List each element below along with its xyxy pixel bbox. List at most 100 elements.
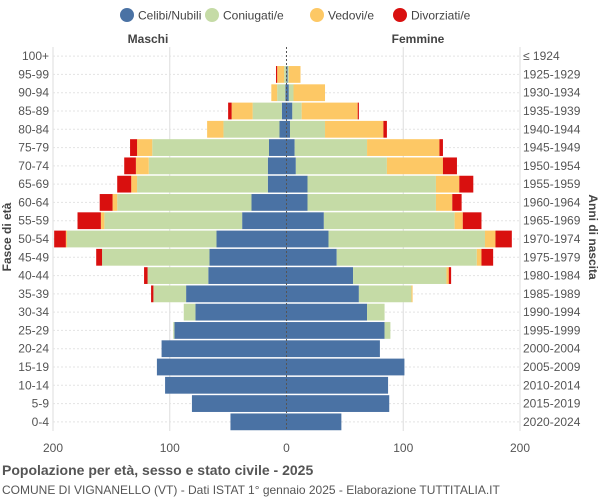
female-bar-55-59-2 [454,212,463,230]
birth-year-label-6: 1950-1954 [523,159,581,173]
female-bar-80-84-0 [286,120,291,138]
male-bar-35-39-1 [153,285,187,303]
birth-year-label-16: 2000-2004 [523,342,581,356]
female-bar-70-74-0 [286,157,296,175]
female-bar-90-94-0 [286,84,289,102]
male-bar-10-14-0 [165,376,287,394]
female-bar-90-94-1 [288,84,294,102]
female-bar-65-69-3 [459,175,474,193]
male-bar-45-49-0 [209,248,287,266]
female-bar-75-79-2 [367,139,440,156]
legend-marker-2 [310,8,324,22]
female-bar-45-49-3 [481,248,494,266]
female-bar-0-4-0 [286,413,342,431]
female-bar-50-54-1 [328,230,485,248]
age-label-17: 15-19 [18,360,49,374]
male-bar-40-44-3 [144,267,148,284]
age-label-3: 85-89 [18,104,49,118]
age-label-16: 20-24 [18,342,49,356]
birth-year-label-1: 1925-1929 [523,67,581,81]
male-bar-80-84-2 [207,120,224,138]
birth-year-label-7: 1955-1959 [523,177,581,191]
female-bar-75-79-1 [294,139,368,156]
female-bar-55-59-1 [323,212,455,230]
male-bar-45-49-1 [102,248,210,266]
female-bar-20-24-0 [286,340,380,358]
female-bar-75-79-0 [286,139,295,156]
age-label-6: 70-74 [18,159,49,173]
female-bar-95-99-1 [287,66,289,83]
legend-marker-0 [120,8,134,22]
birth-year-label-15: 1995-1999 [523,323,581,337]
age-label-7: 65-69 [18,177,49,191]
age-label-2: 90-94 [18,86,49,100]
age-label-1: 95-99 [18,67,49,81]
age-label-20: 0-4 [32,415,50,429]
birth-year-label-17: 2005-2009 [523,360,581,374]
male-bar-20-24-0 [161,340,287,358]
x-tick-label-2: 0 [283,441,290,455]
age-axis-labels: 100+ 95-99 90-94 85-89 80-84 75-79 70-74 65-69 6… [18,49,49,429]
male-bar-75-79-2 [137,139,153,156]
x-tick-label-3: 100 [393,441,413,455]
legend-label-0: Celibi/Nubili [138,9,201,23]
male-bar-55-59-1 [104,212,243,230]
birth-year-label-9: 1965-1969 [523,214,581,228]
female-bar-35-39-2 [411,285,413,303]
male-bar-75-79-0 [268,139,287,156]
female-bar-30-34-1 [367,303,385,321]
female-bar-95-99-2 [288,66,301,83]
female-bar-95-99-0 [286,66,288,83]
male-bar-80-84-1 [223,120,280,138]
female-bar-50-54-3 [495,230,512,248]
female-bar-70-74-3 [442,157,457,175]
male-bar-85-89-3 [228,102,232,120]
x-tick-label-4: 200 [510,441,530,455]
birth-year-label-0: ≤ 1924 [523,49,560,63]
male-bar-40-44-0 [208,267,287,284]
female-bar-55-59-0 [286,212,324,230]
female-bar-60-64-3 [452,194,462,211]
age-label-0: 100+ [22,49,49,63]
age-label-9: 55-59 [18,214,49,228]
females-label: Femmine [392,32,445,46]
female-bar-40-44-3 [448,267,452,284]
male-bar-75-79-3 [130,139,138,156]
legend-label-1: Coniugati/e [223,9,284,23]
female-bar-10-14-0 [286,376,389,394]
female-bar-90-94-2 [293,84,326,102]
age-label-13: 35-39 [18,287,49,301]
birth-year-label-19: 2015-2019 [523,397,581,411]
female-bar-50-54-2 [484,230,496,248]
birth-year-label-8: 1960-1964 [523,195,581,209]
birth-year-label-14: 1990-1994 [523,305,581,319]
age-label-19: 5-9 [32,397,50,411]
bars [54,66,512,431]
birth-year-label-3: 1935-1939 [523,104,581,118]
female-bar-70-74-1 [295,157,387,175]
female-bar-45-49-0 [286,248,337,266]
birth-year-label-12: 1980-1984 [523,269,581,283]
female-bar-15-19-0 [286,358,405,376]
birth-year-label-5: 1945-1949 [523,141,581,155]
birth-year-label-4: 1940-1944 [523,122,581,136]
male-bar-95-99-3 [275,66,278,83]
male-bar-95-99-1 [284,66,287,83]
male-bar-80-84-0 [279,120,287,138]
female-bar-85-89-0 [286,102,293,120]
legend-marker-3 [393,8,407,22]
female-bar-60-64-2 [435,194,453,211]
x-axis-ticks: 200 100 0 100 200 [43,441,530,455]
male-bar-85-89-2 [231,102,253,120]
female-bar-80-84-3 [383,120,387,138]
female-bar-55-59-3 [462,212,482,230]
female-bar-80-84-2 [325,120,384,138]
female-bar-25-29-1 [384,322,391,339]
male-bar-70-74-2 [135,157,149,175]
female-bar-60-64-1 [307,194,436,211]
y-axis-title-right: Anni di nascita [586,194,600,280]
male-bar-35-39-0 [186,285,287,303]
female-bar-85-89-2 [301,102,358,120]
legend-marker-1 [205,8,219,22]
female-bar-70-74-2 [386,157,443,175]
